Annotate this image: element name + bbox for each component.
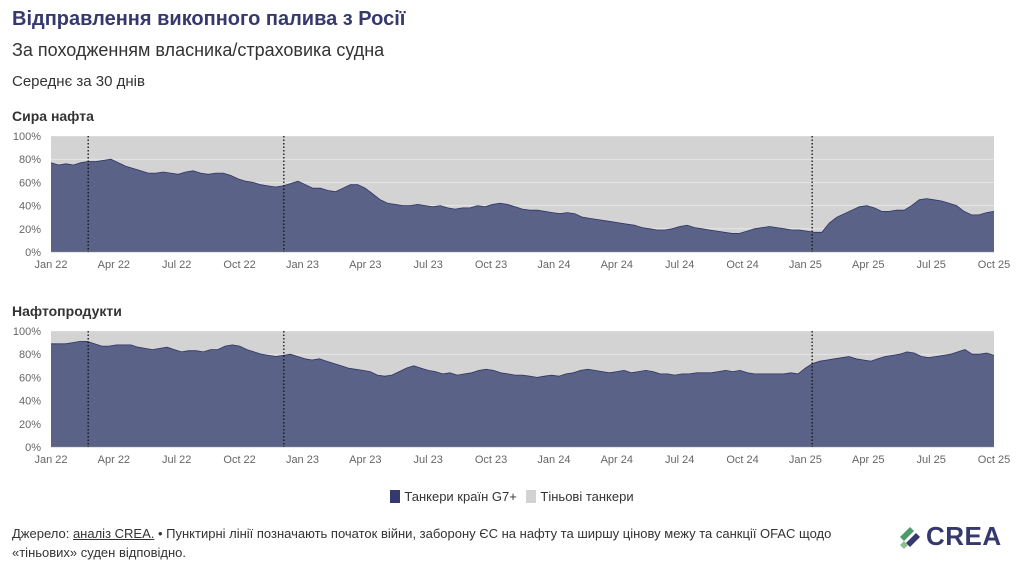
- legend-label-g7: Танкери країн G7+: [404, 489, 517, 504]
- x-tick-label: Apr 25: [852, 259, 884, 271]
- x-tick-label: Jan 22: [34, 259, 67, 271]
- crea-leaf-logo-icon: [900, 527, 920, 549]
- x-tick-label: Jul 22: [162, 454, 191, 466]
- x-tick-label: Jul 23: [414, 454, 443, 466]
- y-tick-label: 60%: [19, 372, 41, 384]
- y-tick-label: 80%: [19, 349, 41, 361]
- chart-note: Середнє за 30 днів: [12, 73, 145, 90]
- x-tick-label: Jul 24: [665, 454, 694, 466]
- y-tick-label: 0%: [25, 247, 41, 259]
- products-panel-title: Нафтопродукти: [12, 303, 122, 319]
- x-tick-label: Jul 23: [414, 259, 443, 271]
- chart-subtitle: За походженням власника/страховика судна: [12, 40, 385, 60]
- y-tick-label: 80%: [19, 154, 41, 166]
- footer-prefix: Джерело:: [12, 526, 73, 541]
- y-tick-label: 100%: [13, 131, 41, 143]
- g7-tankers-line: [50, 158, 995, 234]
- oil-products-area-chart: 0% 20% 40% 60% 80% 100% Jan 22 Apr 22 Jul 22 Oct …: [13, 326, 1010, 466]
- x-tick-label: Oct 24: [726, 454, 758, 466]
- x-tick-label: Oct 25: [978, 454, 1010, 466]
- x-tick-label: Apr 24: [601, 259, 633, 271]
- legend-label-shadow: Тіньові танкери: [540, 489, 634, 504]
- x-tick-label: Apr 23: [349, 454, 381, 466]
- y-tick-label: 40%: [19, 396, 41, 408]
- x-tick-label: Oct 23: [475, 454, 507, 466]
- x-tick-label: Oct 22: [223, 259, 255, 271]
- source-link[interactable]: аналіз CREA.: [72, 526, 155, 541]
- y-tick-label: 0%: [25, 442, 41, 454]
- legend-item-shadow[interactable]: Тіньові танкери: [526, 489, 634, 504]
- crude-panel-title: Сира нафта: [12, 108, 94, 124]
- crea-logo-text: CREA: [926, 521, 1002, 551]
- x-tick-label: Jul 24: [665, 259, 694, 271]
- x-tick-label: Apr 23: [349, 259, 381, 271]
- y-tick-label: 60%: [19, 177, 41, 189]
- x-tick-label: Jul 25: [916, 454, 945, 466]
- g7-tankers-area: [51, 159, 994, 252]
- x-tick-label: Oct 24: [726, 259, 758, 271]
- x-tick-label: Oct 25: [978, 259, 1010, 271]
- y-tick-label: 100%: [13, 326, 41, 338]
- legend-swatch-g7: [390, 490, 401, 503]
- x-tick-label: Jan 25: [789, 454, 822, 466]
- footer-text: • Пунктирні лінії позначають початок вій…: [12, 526, 832, 560]
- x-tick-label: Apr 24: [601, 454, 633, 466]
- chart-title: Відправлення викопного палива з Росії: [12, 8, 406, 30]
- x-tick-label: Oct 23: [475, 259, 507, 271]
- x-tick-label: Jul 25: [916, 259, 945, 271]
- g7-tankers-area: [51, 341, 994, 447]
- x-tick-label: Jan 22: [34, 454, 67, 466]
- x-tick-label: Apr 25: [852, 454, 884, 466]
- legend-swatch-shadow: [526, 490, 537, 503]
- x-tick-label: Jul 22: [162, 259, 191, 271]
- crude-oil-area-chart: 0% 20% 40% 60% 80% 100% Jan 22 Apr 22 Jul 22 Oct …: [13, 131, 1010, 271]
- crea-logo: CREA: [898, 521, 1013, 553]
- x-tick-label: Jan 25: [789, 259, 822, 271]
- x-tick-label: Jan 24: [537, 454, 570, 466]
- x-tick-label: Oct 22: [223, 454, 255, 466]
- y-tick-label: 40%: [19, 201, 41, 213]
- legend-item-g7[interactable]: Танкери країн G7+: [390, 489, 517, 504]
- chart-legend: Танкери країн G7+ Тіньові танкери: [0, 489, 1024, 504]
- y-tick-label: 20%: [19, 419, 41, 431]
- x-tick-label: Jan 23: [286, 454, 319, 466]
- x-tick-label: Apr 22: [98, 259, 130, 271]
- x-tick-label: Jan 23: [286, 259, 319, 271]
- y-tick-label: 20%: [19, 224, 41, 236]
- g7-tankers-line: [51, 341, 995, 378]
- footer-note: Джерело: аналіз CREA. • Пунктирні лінії …: [12, 524, 872, 562]
- x-tick-label: Apr 22: [98, 454, 130, 466]
- x-tick-label: Jan 24: [537, 259, 570, 271]
